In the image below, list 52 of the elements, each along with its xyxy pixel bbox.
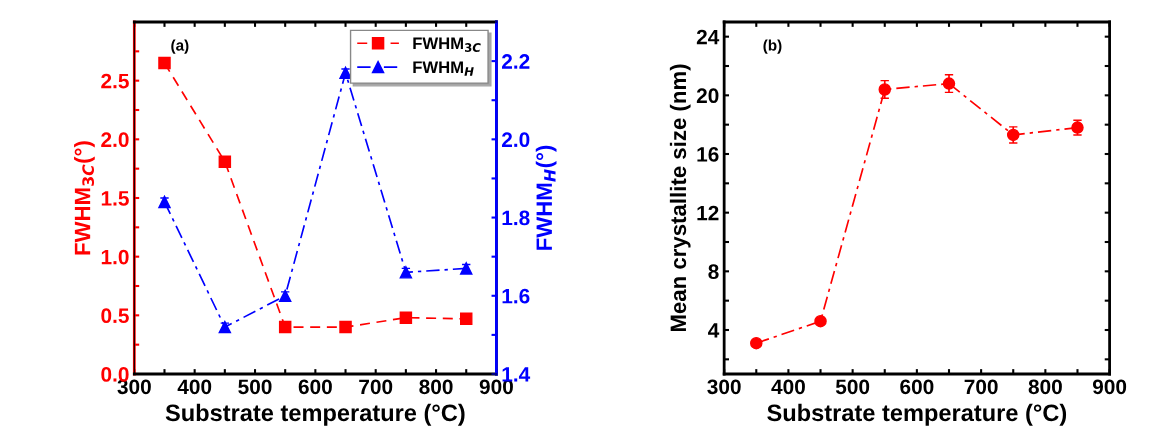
point	[158, 56, 171, 70]
y-tick-label: 1.0	[101, 249, 129, 265]
point	[878, 83, 892, 96]
y-tick-label: 20	[696, 88, 719, 104]
point	[459, 262, 473, 275]
x-tick-label: 500	[835, 379, 870, 395]
y-tick-label: 24	[696, 29, 720, 45]
y2-tick-label: 2.0	[501, 132, 530, 148]
annotation: (b)	[763, 39, 782, 54]
y-tick-label: 16	[697, 147, 719, 162]
point	[750, 336, 763, 350]
point	[339, 66, 352, 80]
point	[278, 320, 292, 334]
x-tick-label: 600	[900, 379, 934, 395]
x-axis-title: Substrate temperature (°C)	[767, 403, 1067, 426]
y-tick-label: 2.0	[101, 132, 129, 148]
point	[339, 320, 352, 334]
x-tick-label: 800	[419, 379, 453, 395]
y-tick-label: 8	[708, 264, 719, 280]
y2-axis-title: FWHM$_{H}$(°)	[535, 145, 557, 250]
y-tick-label: 0.5	[101, 308, 129, 324]
y-axis-title: FWHM$_{3C}$(°)	[74, 141, 95, 255]
y2-tick-label: 2.2	[501, 54, 530, 69]
x-tick-label: 400	[771, 379, 805, 395]
y2-tick-label: 1.8	[502, 210, 530, 226]
point	[399, 266, 413, 279]
y-axis-title: Mean crystallite size (nm)	[669, 64, 691, 332]
point	[942, 77, 956, 90]
x-tick-label: 400	[177, 379, 212, 395]
x-tick-label: 500	[238, 379, 272, 395]
x-tick-label: 300	[707, 379, 741, 395]
x-tick-label: 700	[964, 379, 998, 395]
x-tick-label: 800	[1028, 379, 1062, 395]
point	[158, 195, 171, 209]
y2-tick-label: 1.6	[502, 288, 530, 304]
x-tick-label: 700	[359, 379, 393, 395]
legend-label: FWHM$_{3C}$	[413, 37, 481, 52]
x-axis-title: Substrate temperature (°C)	[165, 403, 465, 426]
point	[218, 320, 232, 334]
annotation: (a)	[171, 39, 189, 54]
y-tick-label: 1.5	[101, 191, 129, 206]
point	[814, 314, 827, 328]
point	[218, 155, 232, 168]
y-tick-label: 2.5	[101, 73, 129, 89]
x-tick-label: 900	[1092, 379, 1127, 395]
y-tick-label: 12	[697, 205, 719, 221]
point	[399, 311, 413, 324]
point	[459, 312, 473, 326]
legend-label: FWHM$_{H}$	[413, 61, 474, 76]
x-tick-label: 600	[298, 379, 332, 395]
point	[278, 289, 292, 303]
y-tick-label: 4	[708, 323, 720, 338]
